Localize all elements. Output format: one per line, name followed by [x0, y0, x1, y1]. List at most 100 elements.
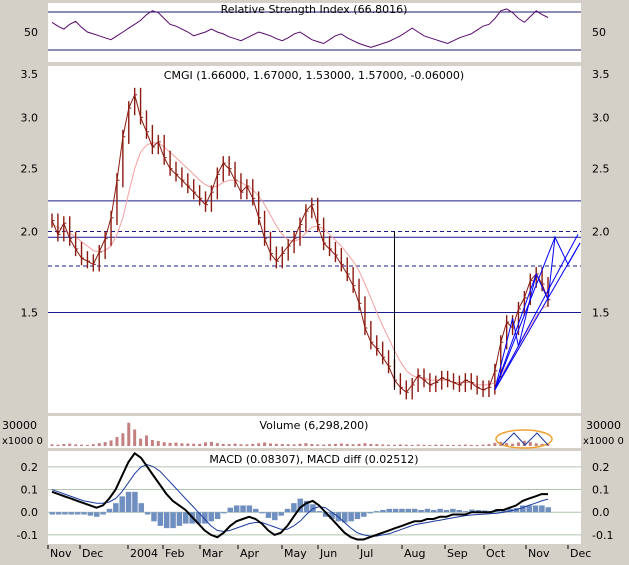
macd-diff-bar	[195, 512, 202, 524]
volume-bar	[457, 444, 461, 446]
macd-diff-bar	[411, 508, 418, 513]
trendline	[494, 234, 579, 391]
volume-bar	[121, 433, 125, 446]
macd-diff-bar	[265, 512, 272, 518]
price-tick-left: 3.5	[21, 68, 39, 81]
volume-bar	[440, 444, 444, 446]
volume-bar	[215, 443, 219, 446]
macd-diff-bar	[392, 508, 399, 513]
macd-diff-bar	[68, 512, 75, 515]
price-plot-area	[48, 66, 581, 413]
volume-highlight-ellipse	[495, 429, 553, 449]
macd-diff-bar	[329, 512, 335, 520]
macd-diff-bar	[106, 508, 113, 513]
volume-bar	[428, 444, 432, 446]
price-horizontal-lines	[48, 200, 581, 314]
volume-bar	[257, 443, 261, 446]
macd-diff-bar	[157, 512, 164, 526]
volume-bar	[292, 444, 296, 446]
volume-bar	[357, 443, 361, 446]
macd-diff-bar	[100, 512, 106, 515]
macd-diff-bar	[316, 511, 323, 513]
macd-diff-bar	[399, 508, 405, 513]
x-tick-label: Sep	[447, 547, 468, 560]
macd-diff-bar	[208, 512, 214, 522]
macd-diff-bar	[125, 491, 132, 513]
price-tick-left: 1.5	[21, 307, 39, 320]
volume-bar	[91, 444, 95, 446]
volume-bar	[263, 442, 267, 446]
macd-diff-bar	[539, 505, 545, 513]
macd-tick-right: -0.1	[592, 529, 613, 542]
macd-diff-bar	[221, 512, 227, 514]
macd-diff-bar	[424, 508, 431, 513]
macd-diff-bar	[450, 508, 456, 513]
volume-bar	[280, 444, 284, 446]
volume-bar	[351, 444, 355, 446]
macd-diff-bar	[418, 509, 424, 513]
macd-diff-bar	[62, 512, 68, 515]
volume-bar	[493, 442, 497, 446]
volume-bar	[227, 444, 231, 446]
x-tick-label: Aug	[404, 547, 425, 560]
volume-bar	[381, 444, 385, 446]
price-title: CMGI (1.66000, 1.67000, 1.53000, 1.57000…	[164, 69, 464, 82]
x-tick-label: Dec	[570, 547, 591, 560]
macd-diff-bar	[469, 509, 475, 513]
macd-diff-bar	[431, 509, 437, 513]
x-tick-label: Mar	[202, 547, 223, 560]
volume-bar	[481, 444, 485, 446]
macd-tick-left: -0.1	[17, 529, 38, 542]
macd-diff-bar	[462, 511, 469, 513]
volume-bar	[540, 443, 544, 446]
volume-panel: Volume (6,298,200) 30000 x1000 0 30000 x…	[2, 416, 624, 449]
price-tick-right: 2.0	[592, 226, 610, 239]
volume-bar	[410, 444, 414, 446]
macd-diff-bar	[322, 512, 329, 517]
macd-tick-right: 0.0	[592, 506, 610, 519]
macd-diff-bar	[405, 508, 412, 513]
rsi-tick-left: 50	[24, 26, 38, 39]
macd-diff-bar	[456, 509, 462, 513]
volume-bar	[475, 444, 479, 446]
volume-bar	[204, 442, 208, 446]
volume-bar	[333, 443, 337, 446]
volume-bar	[192, 443, 196, 446]
macd-diff-bar	[55, 512, 62, 515]
macd-signal-line	[51, 464, 549, 537]
macd-diff-bar	[297, 498, 303, 513]
x-axis: Nov Dec 2004 Feb Mar Apr May Jun Jul Aug Sep Oct Nov…	[47, 545, 591, 560]
price-close-line	[51, 93, 549, 394]
volume-bar	[150, 440, 154, 446]
volume-bar	[322, 444, 326, 446]
rsi-panel: Relative Strength Index (66.8016) 50 50	[24, 3, 606, 62]
macd-diff-bar	[437, 508, 443, 513]
volume-bar	[80, 444, 84, 446]
x-tick-label: 2004	[130, 547, 158, 560]
volume-bar	[511, 443, 515, 446]
volume-bar	[304, 443, 308, 446]
volume-bar	[404, 444, 408, 446]
volume-bar	[50, 444, 54, 446]
macd-diff-bar	[227, 507, 234, 513]
macd-diff-bar	[119, 496, 125, 513]
x-tick-label: Nov	[50, 547, 72, 560]
volume-bar	[174, 442, 178, 446]
macd-diff-bar	[246, 505, 253, 513]
x-tick-label: Dec	[82, 547, 103, 560]
volume-bar	[74, 444, 78, 446]
price-tick-right: 3.5	[592, 68, 610, 81]
rsi-line	[51, 8, 549, 48]
macd-series	[49, 451, 551, 541]
volume-bar	[251, 443, 255, 446]
volume-bar	[180, 443, 184, 446]
volume-bar	[198, 443, 202, 446]
x-tick-label: Nov	[528, 547, 550, 560]
macd-diff-bar	[272, 512, 278, 521]
macd-diff-bar	[380, 509, 386, 513]
volume-bar	[310, 444, 314, 446]
volume-bar	[186, 443, 190, 446]
price-tick-left: 2.0	[21, 226, 39, 239]
volume-tick-left-bottom: x1000 0	[2, 436, 43, 447]
